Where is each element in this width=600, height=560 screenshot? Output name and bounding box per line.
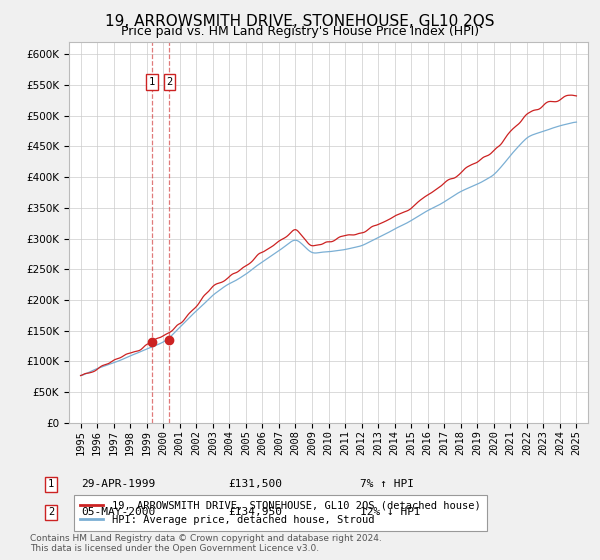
Text: 1: 1 [149, 77, 155, 87]
Text: 2: 2 [48, 507, 54, 517]
Text: 05-MAY-2000: 05-MAY-2000 [81, 507, 155, 517]
Text: 2: 2 [166, 77, 172, 87]
Text: Price paid vs. HM Land Registry's House Price Index (HPI): Price paid vs. HM Land Registry's House … [121, 25, 479, 38]
Text: 12% ↓ HPI: 12% ↓ HPI [360, 507, 421, 517]
Text: 19, ARROWSMITH DRIVE, STONEHOUSE, GL10 2QS: 19, ARROWSMITH DRIVE, STONEHOUSE, GL10 2… [105, 14, 495, 29]
Text: 29-APR-1999: 29-APR-1999 [81, 479, 155, 489]
Text: £134,950: £134,950 [228, 507, 282, 517]
Legend: 19, ARROWSMITH DRIVE, STONEHOUSE, GL10 2QS (detached house), HPI: Average price,: 19, ARROWSMITH DRIVE, STONEHOUSE, GL10 2… [74, 494, 487, 531]
Text: 1: 1 [48, 479, 54, 489]
Text: Contains HM Land Registry data © Crown copyright and database right 2024.
This d: Contains HM Land Registry data © Crown c… [30, 534, 382, 553]
Text: 7% ↑ HPI: 7% ↑ HPI [360, 479, 414, 489]
Text: £131,500: £131,500 [228, 479, 282, 489]
